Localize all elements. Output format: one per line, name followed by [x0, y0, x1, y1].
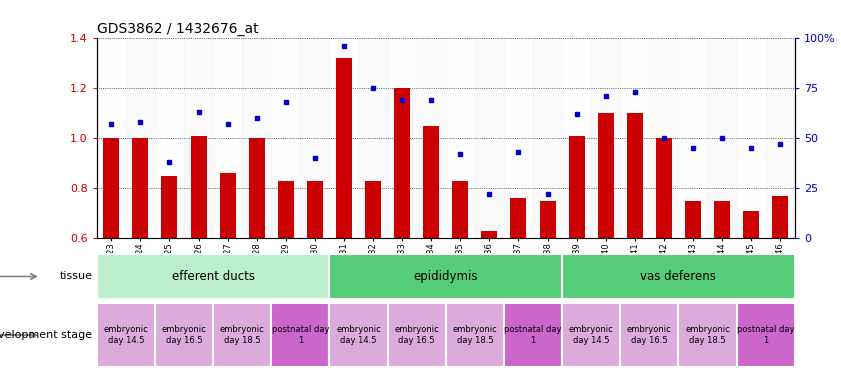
Bar — [481, 230, 497, 238]
Text: embryonic
day 16.5: embryonic day 16.5 — [627, 325, 672, 345]
Bar — [649, 38, 679, 238]
Bar — [97, 303, 155, 367]
Text: postnatal day
1: postnatal day 1 — [737, 325, 795, 345]
Bar — [446, 38, 475, 238]
Bar — [620, 38, 649, 238]
Text: development stage: development stage — [0, 330, 93, 340]
Bar — [213, 38, 242, 238]
Bar — [394, 88, 410, 238]
Bar — [416, 38, 446, 238]
Bar — [220, 173, 235, 238]
Bar — [562, 38, 591, 238]
Bar — [330, 254, 562, 299]
Bar — [475, 38, 504, 238]
Text: embryonic
day 14.5: embryonic day 14.5 — [336, 325, 381, 345]
Text: embryonic
day 14.5: embryonic day 14.5 — [103, 325, 148, 345]
Text: embryonic
day 16.5: embryonic day 16.5 — [161, 325, 206, 345]
Text: embryonic
day 18.5: embryonic day 18.5 — [220, 325, 265, 345]
Bar — [300, 38, 330, 238]
Bar — [504, 303, 562, 367]
Bar — [97, 38, 126, 238]
Text: GDS3862 / 1432676_at: GDS3862 / 1432676_at — [97, 22, 258, 36]
Text: postnatal day
1: postnatal day 1 — [272, 325, 329, 345]
Text: postnatal day
1: postnatal day 1 — [505, 325, 562, 345]
Text: embryonic
day 18.5: embryonic day 18.5 — [685, 325, 730, 345]
Bar — [737, 38, 765, 238]
Bar — [161, 175, 177, 238]
Text: embryonic
day 16.5: embryonic day 16.5 — [394, 325, 439, 345]
Text: efferent ducts: efferent ducts — [172, 270, 255, 283]
Bar — [330, 303, 388, 367]
Bar — [598, 113, 614, 238]
Bar — [132, 138, 148, 238]
Bar — [656, 138, 672, 238]
Bar — [707, 38, 737, 238]
Bar — [365, 180, 381, 238]
Bar — [271, 303, 330, 367]
Bar — [620, 303, 679, 367]
Bar — [423, 126, 439, 238]
Bar — [679, 38, 707, 238]
Bar — [504, 38, 533, 238]
Bar — [358, 38, 388, 238]
Bar — [765, 38, 795, 238]
Bar — [737, 303, 795, 367]
Bar — [213, 303, 271, 367]
Bar — [591, 38, 620, 238]
Bar — [242, 38, 271, 238]
Bar — [540, 200, 556, 238]
Text: epididymis: epididymis — [414, 270, 478, 283]
Bar — [772, 195, 788, 238]
Bar — [627, 113, 643, 238]
Bar — [184, 38, 213, 238]
Bar — [562, 303, 621, 367]
Bar — [271, 38, 300, 238]
Bar — [307, 180, 323, 238]
Bar — [743, 210, 759, 238]
Bar — [155, 38, 184, 238]
Text: embryonic
day 14.5: embryonic day 14.5 — [569, 325, 614, 345]
Bar — [336, 58, 352, 238]
Bar — [126, 38, 155, 238]
Bar — [97, 254, 330, 299]
Text: vas deferens: vas deferens — [641, 270, 717, 283]
Bar — [103, 138, 119, 238]
Bar — [510, 198, 526, 238]
Bar — [714, 200, 730, 238]
Bar — [388, 303, 446, 367]
Bar — [330, 38, 358, 238]
Bar — [562, 254, 795, 299]
Bar — [533, 38, 562, 238]
Bar — [388, 38, 416, 238]
Bar — [685, 200, 701, 238]
Text: tissue: tissue — [60, 271, 93, 281]
Bar — [249, 138, 265, 238]
Bar — [191, 136, 207, 238]
Text: embryonic
day 18.5: embryonic day 18.5 — [452, 325, 497, 345]
Bar — [278, 180, 294, 238]
Bar — [446, 303, 504, 367]
Bar — [155, 303, 213, 367]
Bar — [569, 136, 584, 238]
Bar — [452, 180, 468, 238]
Bar — [679, 303, 737, 367]
